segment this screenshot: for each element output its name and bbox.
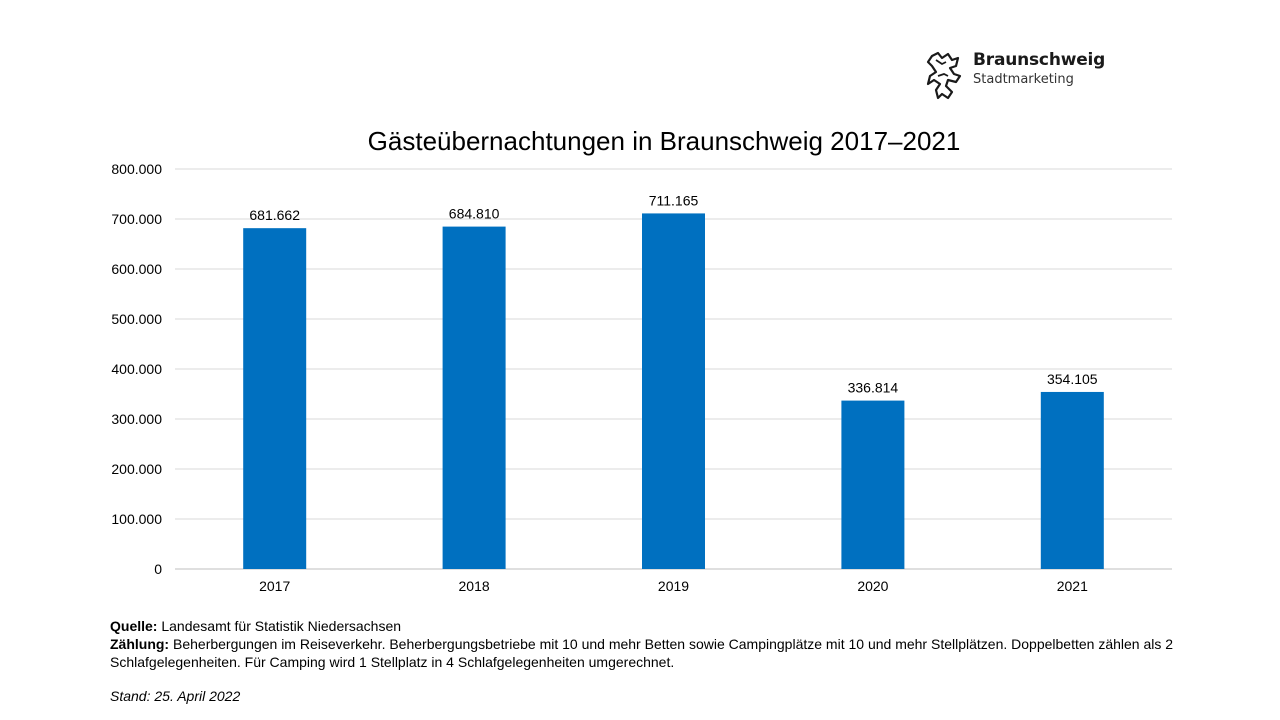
x-tick-label: 2019 <box>658 578 689 594</box>
bar-2020 <box>841 400 905 569</box>
stand-date: Stand: 25. April 2022 <box>110 688 241 704</box>
x-tick-label: 2020 <box>857 578 888 594</box>
y-tick-label: 700.000 <box>111 211 162 227</box>
source-note: Quelle: Landesamt für Statistik Niedersa… <box>110 617 1220 635</box>
chart-notes: Quelle: Landesamt für Statistik Niedersa… <box>110 617 1220 671</box>
lion-icon <box>926 51 962 100</box>
source-text: Landesamt für Statistik Niedersachsen <box>157 618 402 634</box>
y-tick-label: 300.000 <box>111 411 162 427</box>
y-tick-label: 800.000 <box>111 161 162 177</box>
data-label-2020: 336.814 <box>848 380 899 396</box>
y-tick-label: 200.000 <box>111 461 162 477</box>
count-text: Beherbergungen im Reiseverkehr. Beherber… <box>110 636 1174 670</box>
bar-2021 <box>1040 391 1104 569</box>
bar-2019 <box>642 213 705 570</box>
x-tick-label: 2017 <box>259 578 290 594</box>
bar-2018 <box>442 226 506 569</box>
x-tick-label: 2021 <box>1057 578 1088 594</box>
bar-chart: Gästeübernachtungen in Braunschweig 2017… <box>111 126 1172 594</box>
chart-title: Gästeübernachtungen in Braunschweig 2017… <box>368 126 961 156</box>
brand-name: Braunschweig <box>973 50 1106 70</box>
source-label: Quelle: <box>110 618 158 634</box>
data-label-2017: 681.662 <box>249 207 300 223</box>
y-tick-label: 500.000 <box>111 311 162 327</box>
y-tick-label: 600.000 <box>111 261 162 277</box>
y-tick-label: 0 <box>154 561 162 577</box>
count-label: Zählung: <box>110 636 170 652</box>
data-label-2018: 684.810 <box>449 206 500 222</box>
y-tick-label: 400.000 <box>111 361 162 377</box>
data-label-2019: 711.165 <box>649 192 699 208</box>
brand-subtitle: Stadtmarketing <box>973 72 1074 87</box>
data-label-2021: 354.105 <box>1047 371 1098 387</box>
count-note: Zählung: Beherbergungen im Reiseverkehr.… <box>110 635 1220 671</box>
bar-2017 <box>243 228 307 569</box>
brand-logo: Braunschweig Stadtmarketing <box>924 48 1124 104</box>
y-tick-label: 100.000 <box>111 511 162 527</box>
x-tick-label: 2018 <box>459 578 490 594</box>
